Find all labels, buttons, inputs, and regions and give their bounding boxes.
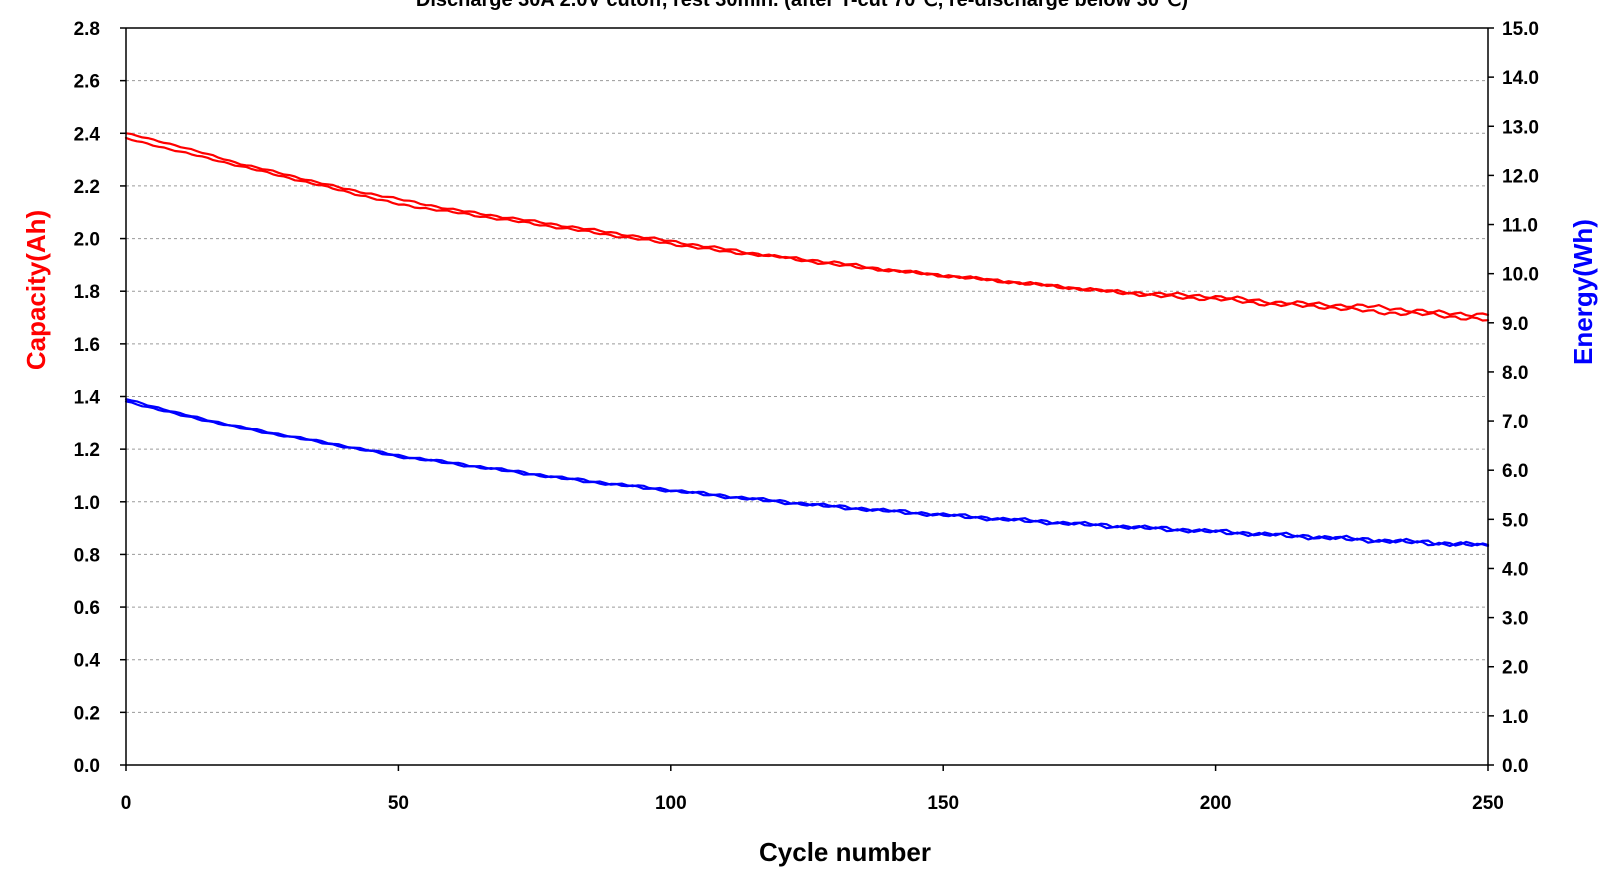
y-right-tick-label: 15.0 [1502, 19, 1539, 40]
y-right-tick-label: 0.0 [1502, 756, 1528, 777]
x-axis-label: Cycle number [759, 837, 931, 867]
y-right-tick-label: 5.0 [1502, 510, 1528, 531]
y-right-tick-label: 14.0 [1502, 68, 1539, 89]
y-left-tick-label: 0.4 [74, 651, 101, 672]
y-right-tick-label: 11.0 [1502, 216, 1538, 237]
plot-series [124, 132, 1490, 548]
y-right-tick-label: 8.0 [1502, 363, 1528, 384]
x-tick-label: 0 [121, 793, 132, 814]
x-tick-label: 150 [927, 793, 959, 814]
y-left-tick-label: 0.2 [74, 703, 100, 724]
y-axis-right-label: Energy(Wh) [1568, 219, 1598, 365]
y-right-tick-label: 13.0 [1502, 117, 1539, 138]
grid-lines [126, 80, 1488, 713]
y-left-tick-label: 2.2 [74, 177, 100, 198]
y-right-tick-label: 12.0 [1502, 166, 1539, 187]
y-right-tick-label: 9.0 [1502, 314, 1528, 335]
y-left-tick-label: 2.4 [74, 124, 101, 145]
y-left-tick-label: 1.2 [74, 440, 100, 461]
x-tick-label: 100 [655, 793, 687, 814]
y-left-tick-label: 0.0 [74, 756, 100, 777]
capacity-series-line [124, 132, 1490, 318]
x-tick-label: 200 [1200, 793, 1232, 814]
y-right-tick-label: 7.0 [1502, 412, 1528, 433]
energy-series-line [124, 398, 1490, 547]
y-left-tick-label: 2.8 [74, 19, 100, 40]
capacity-series-line [124, 136, 1490, 322]
y-axis-left-label: Capacity(Ah) [21, 210, 51, 370]
y-left-tick-label: 2.6 [74, 72, 100, 93]
x-tick-label: 50 [388, 793, 409, 814]
x-tick-label: 250 [1472, 793, 1504, 814]
y-left-tick-label: 1.6 [74, 335, 100, 356]
y-left-tick-label: 0.6 [74, 598, 100, 619]
chart-title: Discharge 30A 2.0V cutoff, rest 30min. (… [416, 0, 1188, 11]
y-right-tick-label: 4.0 [1502, 559, 1528, 580]
axes [125, 27, 1489, 766]
tick-labels: 0.0 0.2 0.4 0.6 0.8 1.0 1.2 1.4 1.6 1.8 2.0 2.2 2.4 2… [74, 19, 1539, 814]
y-left-tick-label: 1.8 [74, 282, 100, 303]
y-right-tick-label: 1.0 [1502, 707, 1528, 728]
y-right-tick-label: 10.0 [1502, 265, 1539, 286]
y-right-tick-label: 6.0 [1502, 461, 1528, 482]
y-left-tick-label: 0.8 [74, 545, 100, 566]
y-left-tick-label: 2.0 [74, 230, 100, 251]
energy-series-line [124, 400, 1490, 548]
y-left-tick-label: 1.0 [74, 493, 100, 514]
y-left-tick-label: 1.4 [74, 388, 101, 409]
y-right-tick-label: 2.0 [1502, 658, 1528, 679]
y-right-tick-label: 3.0 [1502, 609, 1528, 630]
